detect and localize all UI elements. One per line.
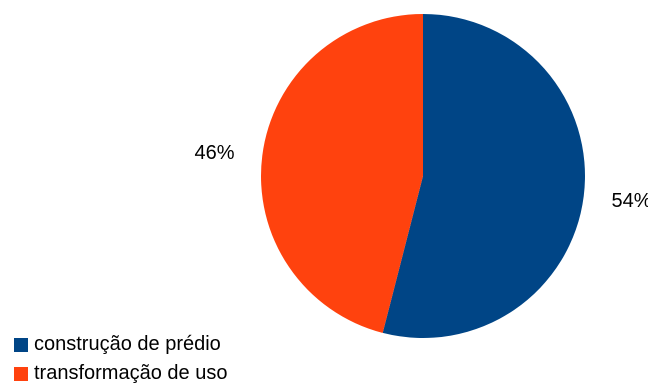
pie-slice-1	[382, 14, 585, 338]
legend-swatch	[14, 366, 28, 381]
pie-data-labels: 54% 46%	[194, 142, 648, 212]
legend-label: construção de prédio	[34, 333, 221, 355]
legend: construção de prédio transformação de uso	[14, 330, 227, 388]
legend-label: transformação de uso	[34, 362, 228, 384]
legend-item-1: construção de prédio	[14, 330, 227, 359]
legend-item-2: transformação de uso	[14, 359, 227, 388]
legend-swatch	[14, 337, 28, 352]
pie-data-label-2: 46%	[194, 142, 234, 164]
pie-slices	[260, 13, 585, 338]
pie-data-label-1: 54%	[612, 190, 648, 212]
pie-slice-2	[260, 13, 423, 333]
